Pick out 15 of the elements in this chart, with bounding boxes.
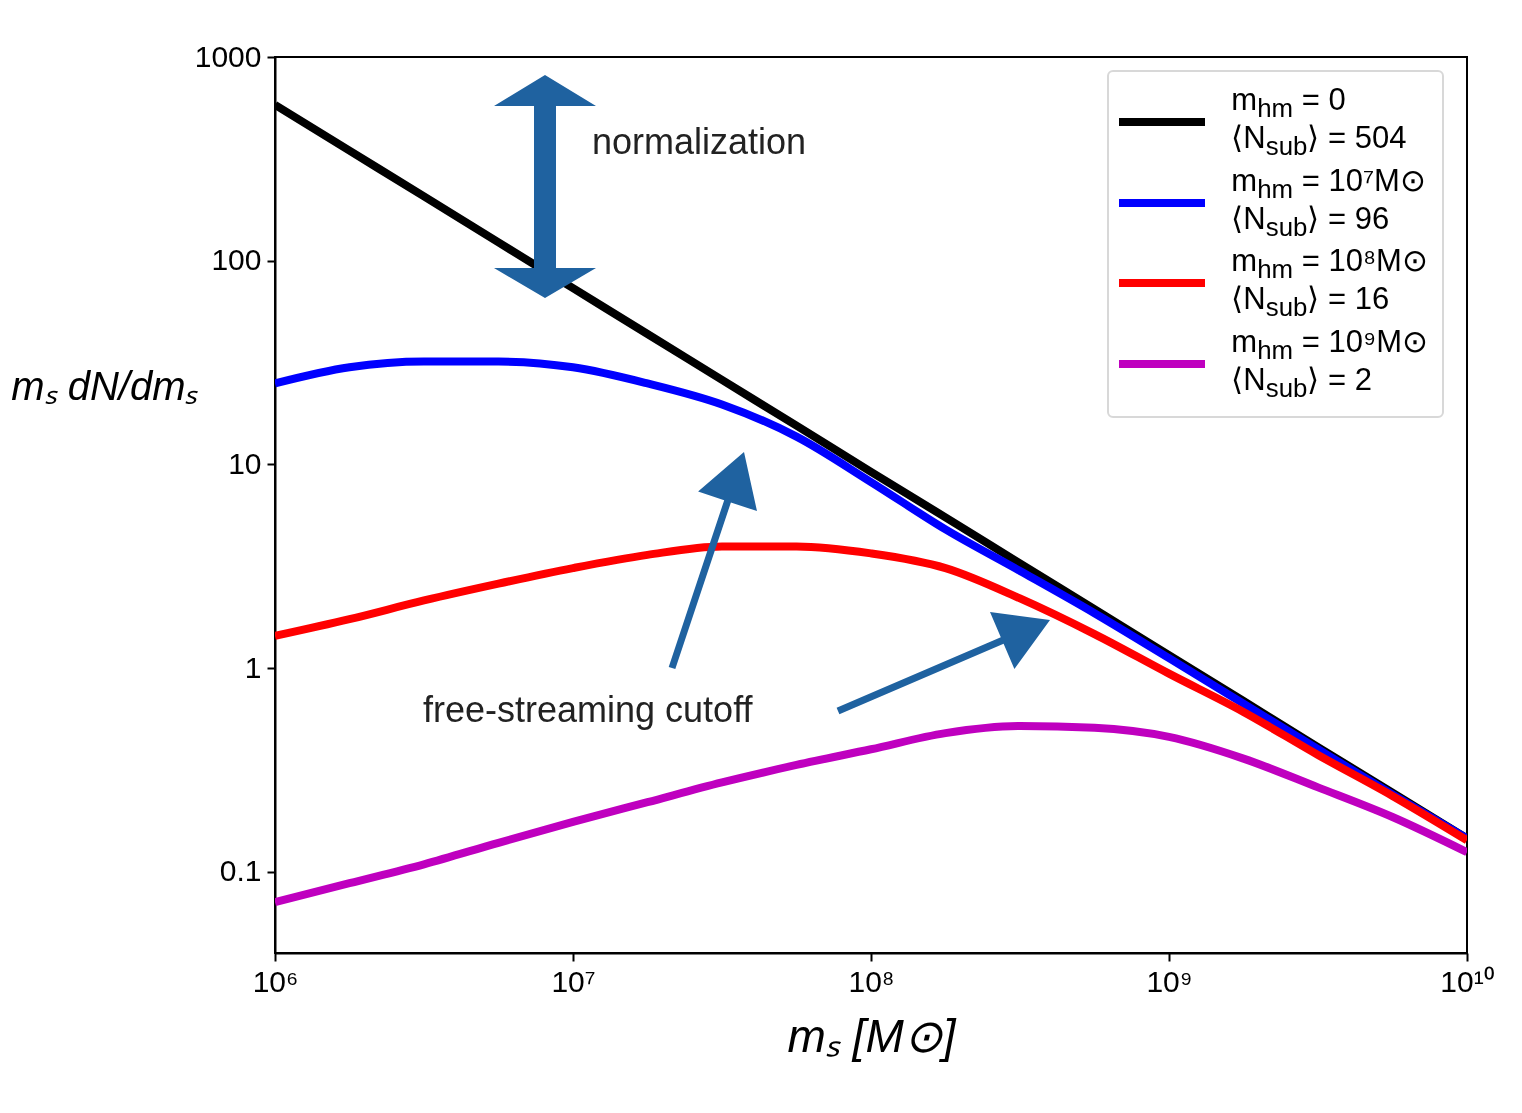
y-tick-label: 1000 bbox=[194, 39, 262, 73]
y-tick-label: 100 bbox=[211, 243, 262, 277]
y-tick-label: 1 bbox=[244, 650, 262, 684]
annotation: normalization bbox=[592, 121, 807, 162]
x-tick-label: 10¹⁰ bbox=[1440, 964, 1495, 998]
annotation: free-streaming cutoff bbox=[423, 689, 754, 730]
x-tick-label: 10⁷ bbox=[551, 964, 596, 998]
x-tick-label: 10⁸ bbox=[848, 964, 895, 998]
x-axis-title: mₛ [M⊙] bbox=[787, 1009, 957, 1062]
y-tick-label: 10 bbox=[228, 446, 262, 480]
y-axis-title: mₛ dN/dmₛ bbox=[11, 363, 200, 408]
x-tick-label: 10⁶ bbox=[252, 964, 299, 998]
y-tick-label: 0.1 bbox=[219, 854, 262, 888]
x-tick-label: 10⁹ bbox=[1146, 964, 1193, 998]
legend-label: m$_{hm}$ = 10⁹M⊙ ⟨N$_{sub}$⟩ = 2 bbox=[1231, 323, 1428, 403]
